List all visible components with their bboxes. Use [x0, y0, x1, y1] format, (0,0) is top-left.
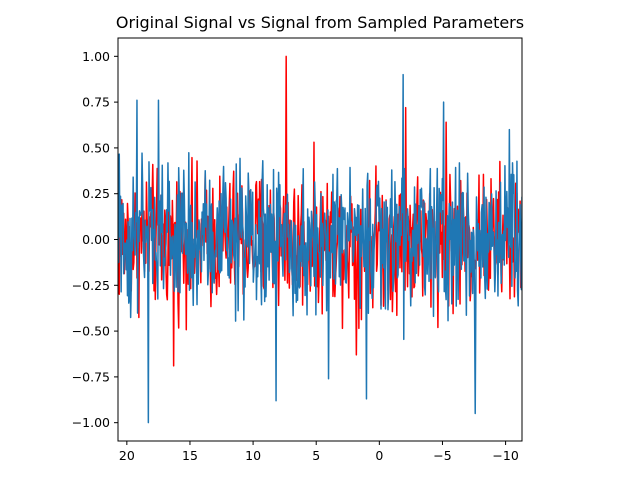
y-tick-label: −1.00 — [72, 415, 110, 430]
y-tick-label: 0.25 — [82, 186, 110, 201]
y-tick-label: −0.75 — [72, 369, 110, 384]
x-tick-label: 20 — [119, 448, 135, 463]
x-tick-label: 5 — [312, 448, 320, 463]
y-axis: 1.00 0.75 0.50 0.25 0.00 −0.25 −0.50 −0.75 −1.00 — [72, 49, 118, 430]
x-tick-label: −10 — [492, 448, 518, 463]
y-tick-label: 0.50 — [82, 140, 110, 155]
x-tick-label: −5 — [433, 448, 451, 463]
y-tick-label: −0.25 — [72, 278, 110, 293]
y-tick-label: 0.00 — [82, 232, 110, 247]
x-tick-label: 0 — [375, 448, 383, 463]
x-tick-label: 15 — [182, 448, 198, 463]
series-line-2 — [118, 73, 522, 424]
y-tick-label: −0.50 — [72, 324, 110, 339]
y-tick-label: 1.00 — [82, 49, 110, 64]
plot-area — [118, 55, 522, 424]
x-tick-label: 10 — [245, 448, 261, 463]
x-axis: 20 15 10 5 0 −5 −10 — [119, 441, 519, 463]
chart-title: Original Signal vs Signal from Sampled P… — [116, 13, 524, 32]
y-tick-label: 0.75 — [82, 95, 110, 110]
